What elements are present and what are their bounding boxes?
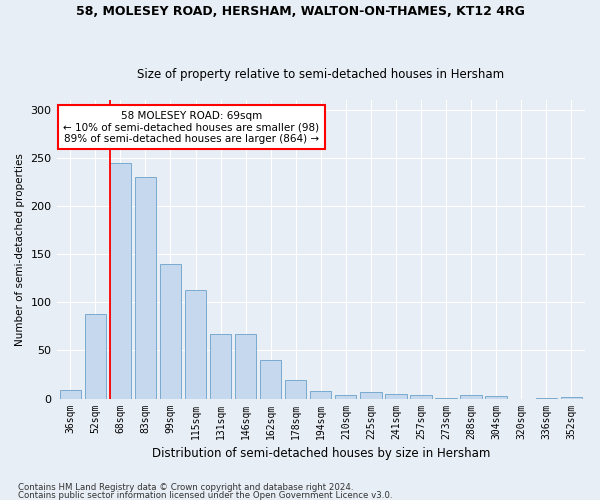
Bar bbox=[235, 334, 256, 398]
Bar bbox=[260, 360, 281, 399]
X-axis label: Distribution of semi-detached houses by size in Hersham: Distribution of semi-detached houses by … bbox=[152, 447, 490, 460]
Bar bbox=[335, 394, 356, 398]
Text: Contains HM Land Registry data © Crown copyright and database right 2024.: Contains HM Land Registry data © Crown c… bbox=[18, 484, 353, 492]
Bar bbox=[85, 314, 106, 398]
Bar bbox=[210, 334, 231, 398]
Bar bbox=[310, 391, 331, 398]
Text: 58 MOLESEY ROAD: 69sqm
← 10% of semi-detached houses are smaller (98)
89% of sem: 58 MOLESEY ROAD: 69sqm ← 10% of semi-det… bbox=[63, 110, 319, 144]
Bar bbox=[385, 394, 407, 398]
Bar bbox=[285, 380, 307, 398]
Bar bbox=[460, 394, 482, 398]
Text: Contains public sector information licensed under the Open Government Licence v3: Contains public sector information licen… bbox=[18, 490, 392, 500]
Bar bbox=[485, 396, 507, 398]
Text: 58, MOLESEY ROAD, HERSHAM, WALTON-ON-THAMES, KT12 4RG: 58, MOLESEY ROAD, HERSHAM, WALTON-ON-THA… bbox=[76, 5, 524, 18]
Bar bbox=[360, 392, 382, 398]
Bar bbox=[560, 396, 582, 398]
Bar bbox=[160, 264, 181, 398]
Bar bbox=[185, 290, 206, 399]
Title: Size of property relative to semi-detached houses in Hersham: Size of property relative to semi-detach… bbox=[137, 68, 505, 81]
Bar bbox=[410, 394, 431, 398]
Bar bbox=[110, 163, 131, 398]
Y-axis label: Number of semi-detached properties: Number of semi-detached properties bbox=[15, 153, 25, 346]
Bar bbox=[135, 177, 156, 398]
Bar bbox=[59, 390, 81, 398]
